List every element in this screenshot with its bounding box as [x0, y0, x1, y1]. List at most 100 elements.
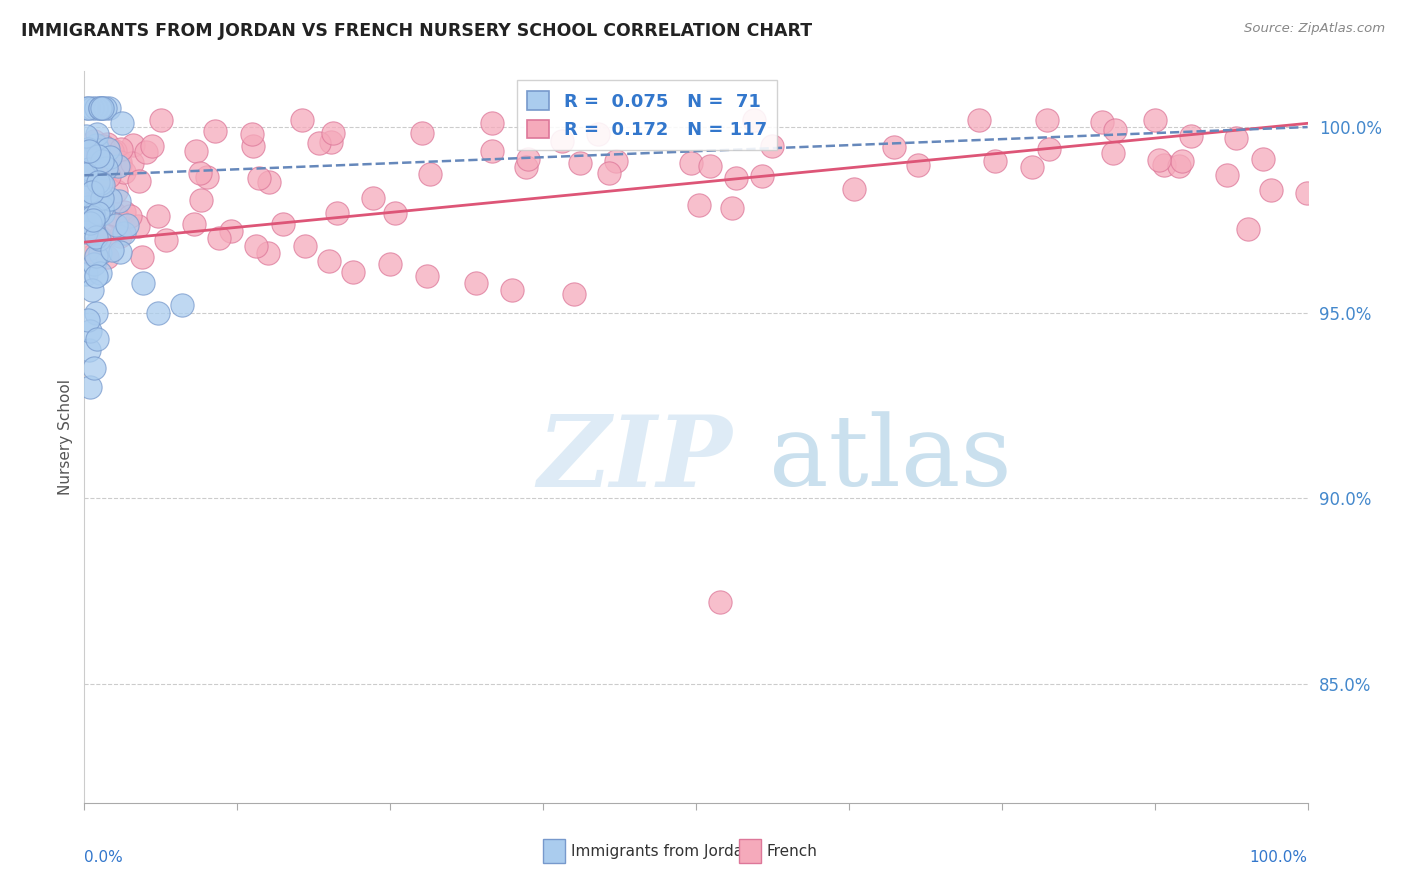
Point — [1038, 142, 1060, 156]
Point — [97, 142, 120, 156]
Point — [104, 184, 127, 198]
Point — [86, 149, 108, 163]
Point — [76, 197, 98, 211]
Point — [79, 201, 101, 215]
Point — [84, 230, 107, 244]
Point — [90, 102, 112, 116]
Point — [80, 283, 103, 297]
Point — [100, 244, 122, 258]
Point — [111, 116, 134, 130]
Point — [87, 206, 110, 220]
Point — [82, 210, 104, 224]
Point — [342, 265, 364, 279]
Point — [112, 165, 135, 179]
Point — [195, 170, 218, 185]
Point — [89, 102, 111, 116]
Point — [291, 112, 314, 127]
Legend: R =  0.075   N =  71, R =  0.172   N = 117: R = 0.075 N = 71, R = 0.172 N = 117 — [516, 80, 778, 150]
Point — [77, 102, 100, 116]
Point — [91, 191, 114, 205]
Point — [77, 242, 100, 256]
Point — [1167, 159, 1189, 173]
Point — [96, 250, 118, 264]
Point — [1104, 123, 1126, 137]
Point — [247, 171, 270, 186]
Point — [77, 142, 100, 156]
Point — [77, 313, 100, 327]
Point — [75, 153, 97, 167]
Point — [190, 194, 212, 208]
Point — [83, 212, 105, 227]
Point — [416, 268, 439, 283]
Point — [83, 361, 105, 376]
Point — [562, 287, 585, 301]
Point — [80, 102, 103, 116]
Point — [586, 127, 609, 141]
Point — [464, 276, 486, 290]
Point — [842, 182, 865, 196]
Point — [110, 154, 132, 169]
Point — [96, 161, 118, 176]
Point — [79, 380, 101, 394]
Point — [128, 174, 150, 188]
Point — [108, 194, 131, 208]
Point — [90, 159, 112, 173]
Point — [883, 140, 905, 154]
Point — [681, 156, 703, 170]
Point — [83, 207, 105, 221]
Point — [184, 145, 207, 159]
Point — [104, 144, 127, 158]
Point — [89, 246, 111, 260]
Point — [82, 248, 104, 262]
Point — [761, 139, 783, 153]
Point — [77, 200, 100, 214]
Bar — [738, 839, 761, 863]
Point — [1102, 145, 1125, 160]
Point — [481, 144, 503, 158]
Point — [82, 169, 104, 183]
Point — [361, 191, 384, 205]
Point — [75, 225, 97, 239]
Point — [245, 239, 267, 253]
Text: 100.0%: 100.0% — [1250, 850, 1308, 865]
Point — [183, 217, 205, 231]
Text: IMMIGRANTS FROM JORDAN VS FRENCH NURSERY SCHOOL CORRELATION CHART: IMMIGRANTS FROM JORDAN VS FRENCH NURSERY… — [21, 22, 813, 40]
Point — [1295, 186, 1317, 201]
Point — [94, 229, 117, 244]
Point — [83, 257, 105, 271]
Point — [380, 257, 402, 271]
Point — [79, 216, 101, 230]
Point — [75, 179, 97, 194]
Point — [1144, 112, 1167, 127]
Point — [87, 143, 110, 157]
Point — [87, 175, 110, 189]
Point — [121, 138, 143, 153]
Point — [322, 126, 344, 140]
Point — [91, 154, 114, 169]
Point — [87, 175, 110, 189]
Point — [108, 244, 131, 259]
Point — [91, 178, 114, 193]
Point — [110, 142, 132, 156]
Point — [146, 306, 169, 320]
Point — [82, 214, 104, 228]
Point — [1091, 115, 1114, 129]
Point — [1225, 131, 1247, 145]
Point — [132, 276, 155, 290]
Point — [86, 332, 108, 346]
Y-axis label: Nursery School: Nursery School — [58, 379, 73, 495]
Point — [98, 102, 121, 116]
Point — [1171, 154, 1194, 169]
Point — [1147, 153, 1170, 168]
Point — [107, 159, 129, 173]
Point — [79, 161, 101, 176]
Point — [516, 152, 538, 166]
Text: Source: ZipAtlas.com: Source: ZipAtlas.com — [1244, 22, 1385, 36]
Point — [89, 189, 111, 203]
Point — [146, 209, 169, 223]
Point — [82, 186, 104, 200]
Point — [127, 219, 149, 234]
Point — [90, 177, 112, 191]
Point — [79, 164, 101, 178]
Point — [273, 217, 295, 231]
